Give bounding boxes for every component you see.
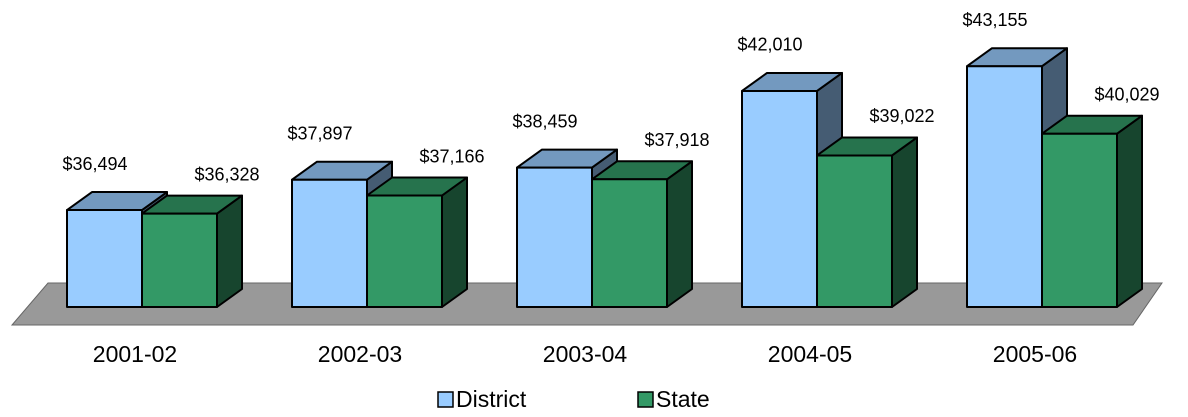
legend-label: District	[456, 386, 527, 412]
data-label: $40,029	[1094, 84, 1159, 104]
data-label: $37,897	[287, 123, 352, 143]
data-label: $37,166	[419, 146, 484, 166]
data-label: $37,918	[644, 130, 709, 150]
bar	[966, 65, 1043, 308]
x-tick-label: 2004-05	[768, 341, 852, 367]
bar	[591, 178, 668, 308]
bar-side	[666, 160, 693, 308]
bar-side	[441, 176, 468, 308]
data-label: $36,328	[194, 164, 259, 184]
data-label: $43,155	[962, 10, 1027, 30]
bar	[141, 212, 218, 308]
x-tick-label: 2002-03	[318, 341, 402, 367]
bar-side	[891, 136, 918, 308]
bar	[516, 166, 593, 308]
legend-swatch	[637, 391, 654, 408]
bar	[741, 89, 818, 308]
x-tick-label: 2005-06	[993, 341, 1077, 367]
x-tick-label: 2003-04	[543, 341, 628, 367]
bar-side	[216, 194, 243, 308]
bar	[66, 209, 143, 308]
bar	[366, 194, 443, 308]
bar	[816, 154, 893, 308]
data-label: $39,022	[869, 106, 934, 126]
data-label: $36,494	[62, 154, 127, 174]
bar	[291, 178, 368, 308]
bar	[1041, 132, 1118, 308]
bar-side	[1116, 114, 1143, 308]
legend-label: State	[656, 386, 710, 412]
legend-swatch	[437, 391, 454, 408]
x-tick-label: 2001-02	[93, 341, 177, 367]
data-label: $38,459	[512, 111, 577, 131]
data-label: $42,010	[737, 35, 802, 55]
